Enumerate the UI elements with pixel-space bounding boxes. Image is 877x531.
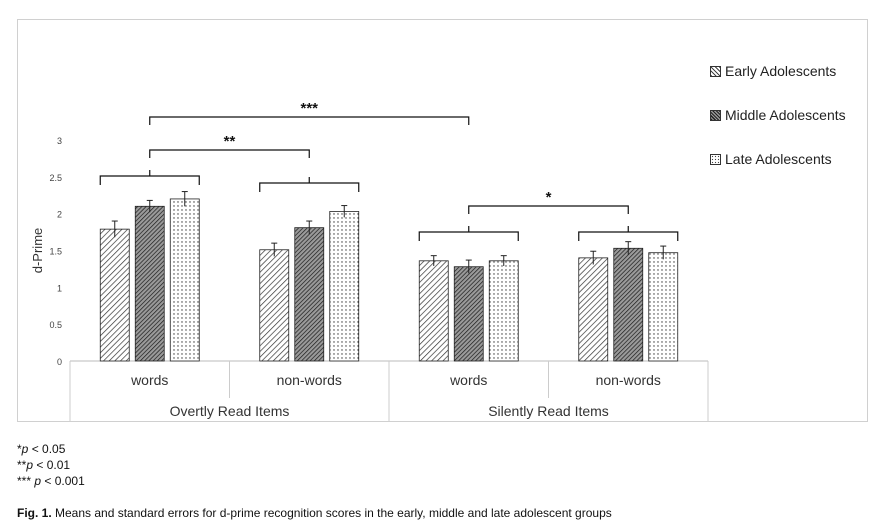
x-tick-label: non-words [277,372,342,388]
legend-swatch-early [710,66,721,77]
footnote-line: *** p < 0.001 [17,474,85,488]
y-tick-label: 2 [57,210,62,220]
caption-label: Fig. 1. [17,506,52,520]
bar-middle-adolescents [453,266,484,362]
y-tick-label: 0.5 [49,320,62,330]
bar-middle-adolescents [294,227,325,362]
bar-layer [99,191,679,362]
significance-label: * [546,189,552,206]
legend-item-middle: Middle Adolescents [710,107,846,123]
legend-swatch-late [710,154,721,165]
caption-text: Means and standard errors for d-prime re… [51,506,612,520]
legend-label-early: Early Adolescents [725,63,837,79]
significance-bracket [149,116,470,125]
significance-label: ** [224,133,236,150]
significance-label: *** [300,100,318,117]
group-brace [259,177,360,192]
legend-item-late: Late Adolescents [710,151,832,167]
group-brace [578,226,679,241]
bar-middle-adolescents [613,247,644,362]
y-tick-label: 1.5 [49,247,62,257]
axis-layer: 0 0.5 1 1.5 2 2.5 3 d-Prime words non-words words n… [30,136,709,421]
x-group-label: Overtly Read Items [170,403,290,419]
y-tick-label: 3 [57,136,62,146]
footnote-line: **p < 0.01 [17,458,71,472]
y-tick-label: 1 [57,283,62,293]
y-tick-label: 2.5 [49,173,62,183]
significance-bracket [468,205,629,214]
bar-early-adolescents [259,249,290,362]
bar-middle-adolescents [134,205,165,362]
group-brace [418,226,519,241]
figure-caption: Fig. 1. Means and standard errors for d-… [17,506,612,520]
bar-late-adolescents [169,198,200,362]
significance-layer: ****** [99,100,679,241]
legend-item-early: Early Adolescents [710,63,836,79]
x-tick-label: non-words [596,372,661,388]
group-brace [99,170,200,185]
legend-swatch-middle [710,110,721,121]
bar-late-adolescents [329,211,360,362]
footnotes: *p < 0.05 **p < 0.01 *** p < 0.001 [17,441,85,489]
bar-early-adolescents [418,260,449,362]
bar-early-adolescents [99,228,130,362]
bar-late-adolescents [488,260,519,362]
y-tick-label: 0 [57,357,62,367]
significance-bracket [149,149,310,158]
footnote-line: *p < 0.05 [17,442,66,456]
bar-late-adolescents [648,252,679,362]
x-tick-label: words [130,372,168,388]
y-axis-label: d-Prime [30,228,45,274]
legend-label-late: Late Adolescents [725,151,832,167]
legend-label-middle: Middle Adolescents [725,107,846,123]
x-tick-label: words [449,372,487,388]
bar-early-adolescents [578,257,609,362]
x-group-label: Silently Read Items [488,403,609,419]
